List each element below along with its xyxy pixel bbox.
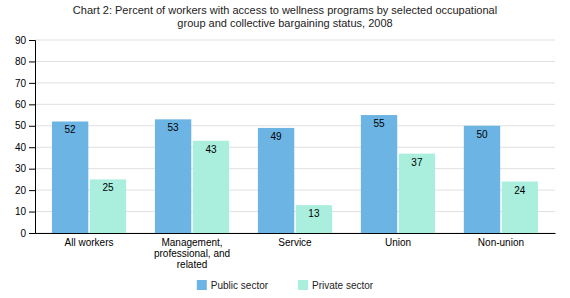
x-tick: All workers	[65, 237, 114, 248]
bar	[502, 182, 538, 233]
grid-line	[35, 82, 555, 83]
y-tick: 20	[15, 185, 35, 196]
tick-label: Management,professional, andrelated	[154, 237, 230, 270]
data-label: 25	[102, 182, 114, 193]
tick-label: 40	[15, 142, 27, 153]
legend-item: Public sector	[197, 280, 269, 291]
x-tick: Non-union	[478, 237, 524, 248]
bars	[52, 115, 538, 233]
y-tick: 30	[15, 163, 35, 174]
chart: Chart 2: Percent of workers with access …	[0, 0, 570, 298]
legend: Public sector Private sector	[197, 280, 374, 291]
grid-line	[35, 104, 555, 105]
legend-item: Private sector	[298, 280, 374, 291]
plot: 52 53 49 55 50 25 43 13 37 24 0 10 20 30 40 50 60 70 80 90 A…	[15, 35, 556, 270]
y-tick: 10	[15, 206, 35, 217]
y-tick: 70	[15, 78, 35, 89]
y-tick: 40	[15, 142, 35, 153]
tick-mark	[29, 40, 35, 41]
y-tick: 50	[15, 120, 35, 131]
data-labels: 52 53 49 55 50 25 43 13 37 24	[65, 118, 526, 219]
tick-label: 0	[20, 228, 26, 239]
bar	[361, 115, 397, 233]
bar	[90, 179, 126, 233]
tick-mark	[29, 61, 35, 62]
data-label: 24	[514, 185, 526, 196]
tick-mark	[29, 147, 35, 148]
legend-swatch	[298, 280, 308, 290]
y-tick: 60	[15, 99, 35, 110]
x-axis: All workers Management,professional, andr…	[36, 234, 556, 271]
y-tick: 0	[20, 228, 35, 239]
data-label: 49	[271, 131, 283, 142]
data-label: 52	[65, 124, 77, 135]
legend-label: Public sector	[211, 280, 269, 291]
grid-line	[35, 40, 555, 41]
title: Chart 2: Percent of workers with access …	[73, 4, 497, 29]
y-tick: 80	[15, 56, 35, 67]
tick-label: 10	[15, 206, 27, 217]
x-tick: Union	[385, 237, 411, 248]
tick-label: Non-union	[478, 237, 524, 248]
tick-label: 90	[15, 35, 27, 46]
bar-series	[52, 115, 500, 233]
data-label: 50	[476, 129, 488, 140]
data-label: 13	[308, 208, 320, 219]
tick-label: Union	[385, 237, 411, 248]
tick-mark	[29, 212, 35, 213]
tick-label: 30	[15, 163, 27, 174]
bar	[296, 205, 332, 233]
y-axis: 0 10 20 30 40 50 60 70 80 90	[15, 35, 36, 239]
bar	[155, 119, 191, 233]
bar	[193, 141, 229, 233]
data-label: 43	[205, 144, 217, 155]
data-label: 53	[168, 122, 180, 133]
tick-label: All workers	[65, 237, 114, 248]
tick-mark	[29, 190, 35, 191]
tick-label: 60	[15, 99, 27, 110]
tick-label: 20	[15, 185, 27, 196]
data-label: 37	[411, 157, 423, 168]
axis-line	[36, 233, 556, 234]
tick-mark	[29, 83, 35, 84]
legend-label: Private sector	[312, 280, 374, 291]
tick-mark	[29, 126, 35, 127]
bar	[399, 154, 435, 233]
bar-series	[90, 141, 538, 233]
axis-line	[29, 41, 36, 234]
x-tick: Service	[278, 237, 312, 248]
y-tick: 90	[15, 35, 35, 46]
bar	[464, 126, 500, 233]
tick-label: 70	[15, 78, 27, 89]
tick-mark	[29, 169, 35, 170]
tick-mark	[29, 104, 35, 105]
grid-line	[35, 61, 555, 62]
bar	[52, 121, 88, 233]
grid	[35, 40, 555, 233]
tick-label: Service	[278, 237, 312, 248]
tick-label: 80	[15, 56, 27, 67]
data-label: 55	[373, 118, 385, 129]
tick-mark	[29, 233, 35, 234]
tick-label: 50	[15, 120, 27, 131]
bar	[258, 128, 294, 233]
x-tick: Management,professional, andrelated	[154, 237, 230, 270]
legend-swatch	[197, 280, 207, 290]
